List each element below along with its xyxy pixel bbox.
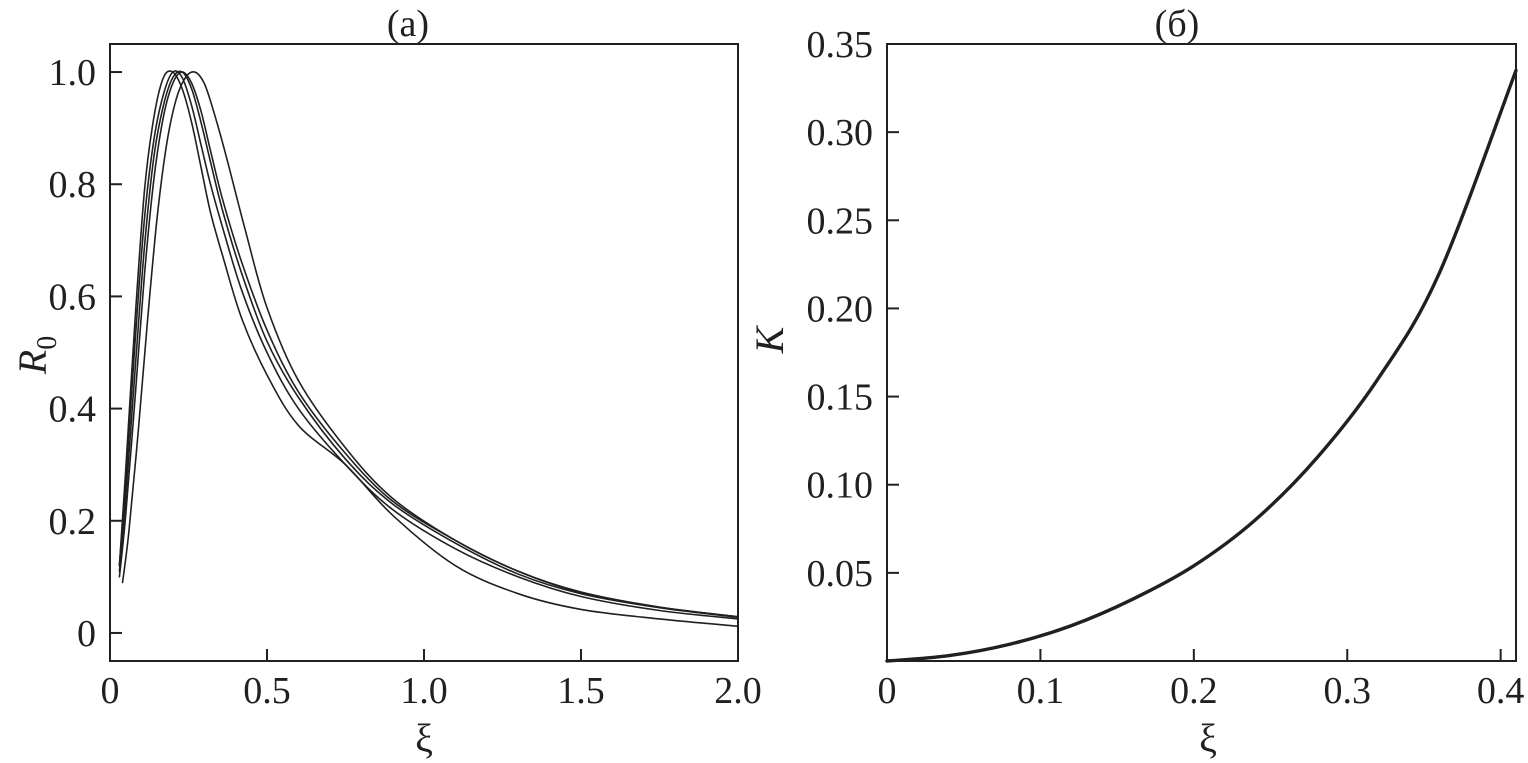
panel-a-series: [118, 70, 739, 628]
panel-a-ytick-label-1: 0.2: [49, 501, 97, 543]
panel-b-ytick-label-4: 0.25: [807, 200, 874, 242]
panel-a-ytick-label-2: 0.4: [49, 389, 97, 431]
panel-b-ytick-label-1: 0.10: [807, 465, 874, 507]
panel-b-series: [885, 68, 1518, 663]
panel-a-xtick-label-3: 1.5: [557, 670, 605, 712]
panel-a-xtick-label-4: 2.0: [714, 670, 762, 712]
panel-b-xlabel: ξ: [1199, 716, 1217, 761]
panel-b-frame: [886, 43, 1517, 662]
panel-b-title: (б): [1155, 3, 1200, 45]
panel-a-xlabel: ξ: [415, 716, 433, 761]
panel-b-ytick-label-6: 0.35: [807, 24, 874, 66]
panel-b-series-1: [885, 68, 1518, 663]
panel-a-ylabel-sub: 0: [32, 336, 63, 350]
panel-b-ytick-label-2: 0.15: [807, 377, 874, 419]
panel-b-xtick-label-4: 0.4: [1477, 670, 1525, 712]
panel-a-series-3: [118, 71, 739, 618]
panel-b-ticks: 0 0.1 0.2 0.3 0.4 0.05 0.10 0.15 0.20 0.25 0.30 0.3…: [807, 24, 1525, 712]
panel-a-series-4: [118, 70, 739, 628]
panel-a-ytick-label-4: 0.8: [49, 164, 97, 206]
panel-a-ytick-label-0: 0: [77, 613, 96, 655]
panel-b-xtick-label-0: 0: [878, 670, 897, 712]
panel-a-series-5: [121, 71, 739, 618]
panel-a-series-2: [118, 70, 739, 619]
panel-a-series-1: [118, 70, 739, 620]
panel-a-ylabel-main: R: [10, 350, 55, 375]
panel-b-xtick-label-1: 0.1: [1017, 670, 1065, 712]
panel-a-ytick-label-5: 1.0: [49, 52, 97, 94]
panel-a-xtick-label-1: 0.5: [243, 670, 291, 712]
panel-b-xtick-label-2: 0.2: [1170, 670, 1218, 712]
panel-a-ylabel: R0: [10, 336, 63, 375]
panel-a-xtick-label-2: 1.0: [400, 670, 448, 712]
panel-a-xtick-label-0: 0: [101, 670, 120, 712]
panel-b-ytick-label-0: 0.05: [807, 553, 874, 595]
panel-a-title: (a): [387, 3, 429, 45]
panel-b-xtick-label-3: 0.3: [1323, 670, 1371, 712]
panel-b-ytick-label-5: 0.30: [807, 112, 874, 154]
panel-a-ticks: 0 0.5 1.0 1.5 2.0 0 0.2 0.4 0.6 0.8 1.0: [49, 52, 762, 712]
panel-a-ytick-label-3: 0.6: [49, 276, 97, 318]
panel-b: (б) 0 0.1 0.2 0.3 0.4 0.05 0.10 0.15 0.20 0.25 0.3…: [747, 3, 1524, 761]
panel-b-ytick-label-3: 0.20: [807, 288, 874, 330]
panel-a: (a) 0 0.5 1.0 1.5 2.000.20.40.60.81.0 ξ R0: [10, 3, 762, 761]
panel-b-ylabel: K: [747, 324, 792, 354]
